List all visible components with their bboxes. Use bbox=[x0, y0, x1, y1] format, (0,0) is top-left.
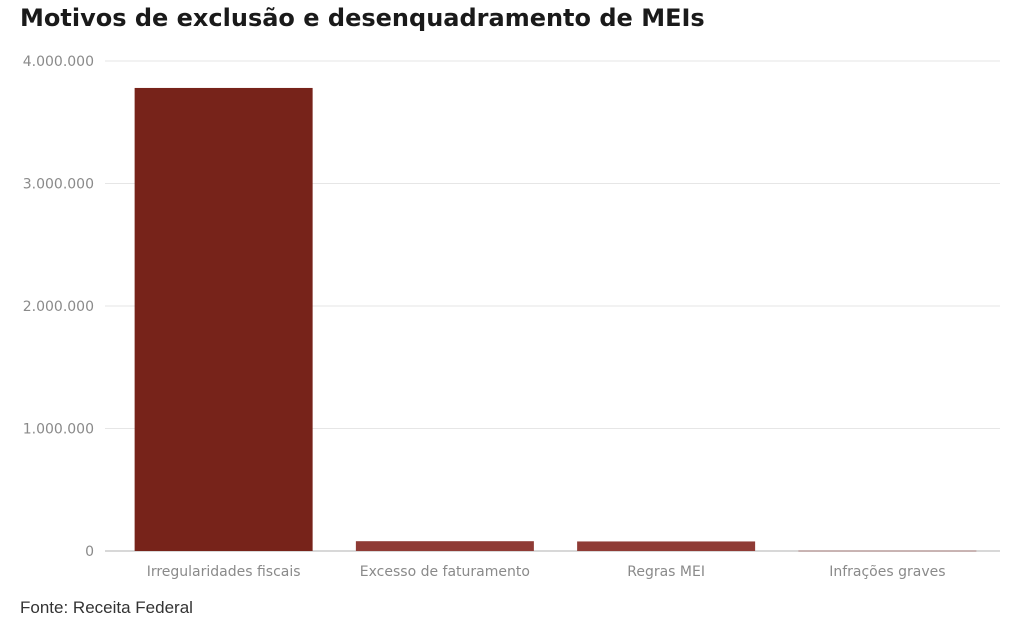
bar[interactable] bbox=[798, 550, 977, 552]
y-tick-label: 1.000.000 bbox=[23, 422, 94, 438]
x-axis-categories: Irregularidades fiscais Excesso de fatura… bbox=[147, 564, 946, 580]
bar[interactable] bbox=[134, 87, 313, 551]
y-axis-ticks: 0 1.000.000 2.000.000 3.000.000 4.000.000 bbox=[23, 54, 94, 560]
x-category-label: Infrações graves bbox=[829, 564, 945, 580]
bar[interactable] bbox=[577, 541, 756, 551]
source-note: Fonte: Receita Federal bbox=[20, 598, 193, 617]
bar[interactable] bbox=[355, 541, 534, 551]
bars bbox=[134, 87, 977, 552]
x-category-label: Excesso de faturamento bbox=[360, 564, 530, 580]
y-tick-label: 3.000.000 bbox=[23, 177, 94, 193]
chart-title: Motivos de exclusão e desenquadramento d… bbox=[20, 4, 705, 32]
y-tick-label: 0 bbox=[85, 544, 94, 560]
y-tick-label: 4.000.000 bbox=[23, 54, 94, 70]
x-category-label: Irregularidades fiscais bbox=[147, 564, 301, 580]
y-tick-label: 2.000.000 bbox=[23, 299, 94, 315]
x-category-label: Regras MEI bbox=[627, 564, 705, 580]
